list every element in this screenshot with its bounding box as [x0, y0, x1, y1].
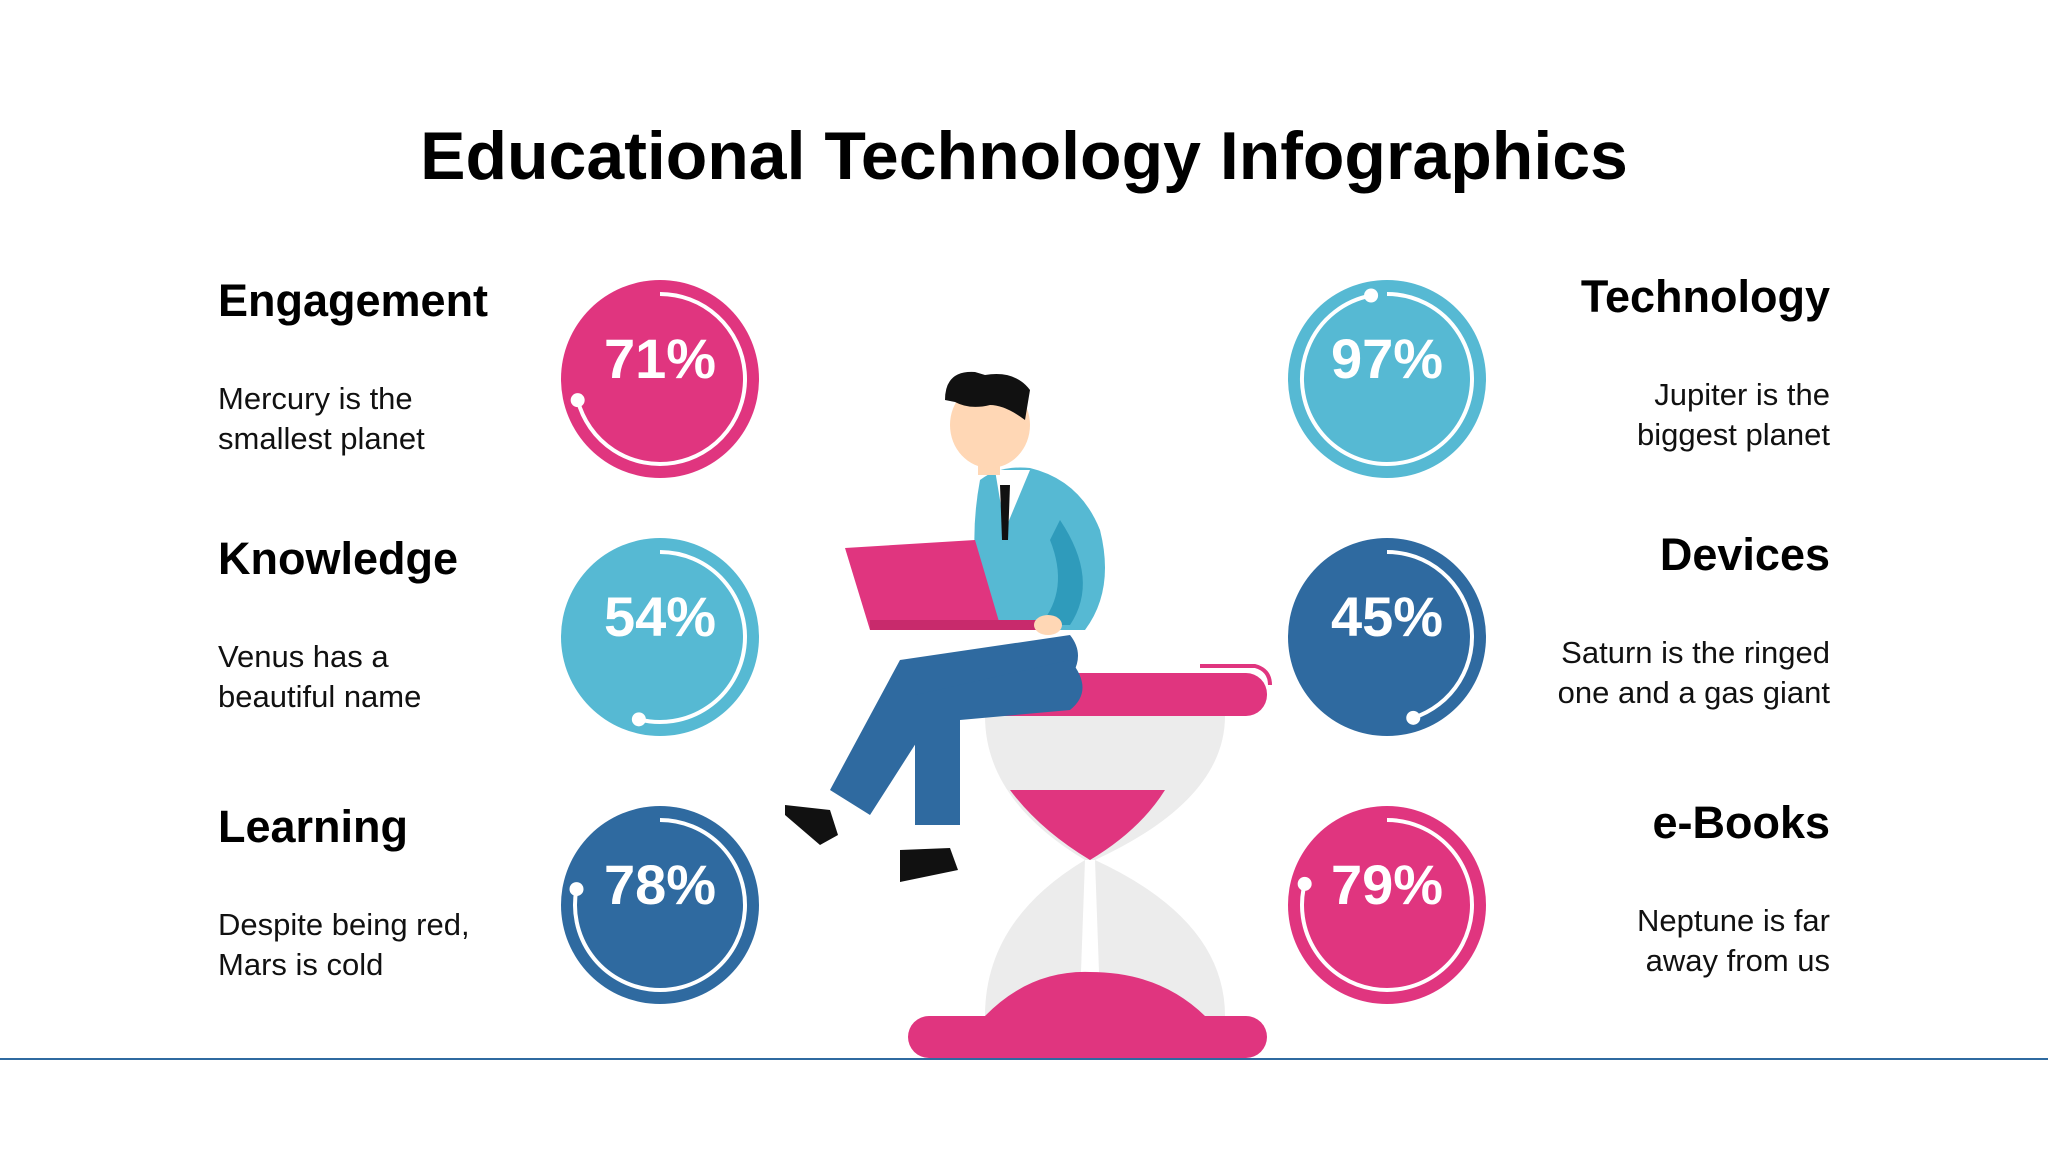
- hourglass-bottom: [908, 1016, 1267, 1058]
- value-arc-end: [1406, 710, 1421, 725]
- item-description: Mars is cold: [218, 947, 383, 982]
- item-title: Learning: [218, 801, 408, 852]
- item-description: away from us: [1646, 943, 1830, 978]
- value-label: 54%: [604, 585, 716, 648]
- value-arc: [573, 818, 747, 992]
- item-description: Jupiter is the: [1654, 377, 1830, 412]
- shoe-front: [900, 848, 958, 882]
- value-circle: [1288, 806, 1486, 1004]
- item-title: Engagement: [218, 275, 488, 326]
- value-label: 79%: [1331, 853, 1443, 916]
- item-description: Venus has a: [218, 639, 389, 674]
- value-circle: [1288, 280, 1486, 478]
- item-description: Despite being red,: [218, 907, 470, 942]
- value-arc: [1300, 818, 1474, 992]
- laptop-base: [870, 620, 1050, 630]
- value-arc-end: [1297, 876, 1312, 891]
- motion-line: [1200, 664, 1272, 686]
- item-description: beautiful name: [218, 679, 421, 714]
- arm: [1040, 520, 1083, 625]
- hair: [945, 371, 1030, 420]
- item-description: Mercury is the: [218, 381, 413, 416]
- illustration: [785, 371, 1272, 1058]
- item-title: Knowledge: [218, 533, 458, 584]
- hourglass-stream: [1080, 860, 1100, 1000]
- value-arc: [1386, 550, 1474, 720]
- slide-title: Educational Technology Infographics: [420, 118, 1628, 194]
- value-label: 78%: [604, 853, 716, 916]
- value-label: 97%: [1331, 327, 1443, 390]
- value-arc: [638, 550, 747, 724]
- item-description: Neptune is far: [1637, 903, 1830, 938]
- item-title: e-Books: [1652, 797, 1830, 848]
- value-label: 45%: [1331, 585, 1443, 648]
- item-description: smallest planet: [218, 421, 425, 456]
- value-arc-end: [570, 393, 585, 408]
- value-arc-end: [1364, 288, 1379, 303]
- leg-front: [915, 660, 1083, 825]
- item-description: biggest planet: [1637, 417, 1830, 452]
- value-label: 71%: [604, 327, 716, 390]
- value-circle: [561, 280, 759, 478]
- tie: [1000, 485, 1010, 540]
- item-description: one and a gas giant: [1558, 675, 1831, 710]
- item-description: Saturn is the ringed: [1561, 635, 1830, 670]
- hand: [1034, 615, 1062, 635]
- item-title: Devices: [1660, 529, 1830, 580]
- laptop-screen: [845, 540, 1000, 630]
- value-arc-end: [631, 712, 646, 727]
- shoe-back: [785, 805, 838, 845]
- hourglass-sand-top: [1010, 790, 1165, 860]
- value-arc: [575, 292, 747, 466]
- value-arc-end: [569, 882, 584, 897]
- value-circle: [561, 806, 759, 1004]
- hourglass-sand-bottom: [985, 971, 1205, 1016]
- value-arc: [1300, 292, 1474, 466]
- value-circle: [1288, 538, 1486, 736]
- value-circle: [561, 538, 759, 736]
- item-title: Technology: [1581, 271, 1830, 322]
